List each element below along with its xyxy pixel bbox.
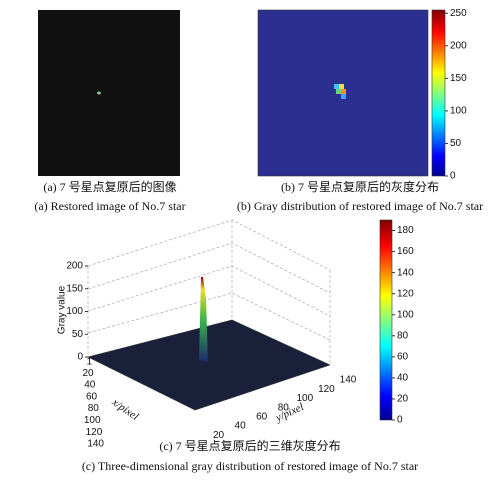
colorbar-tick-label: 100 [397, 309, 414, 320]
colorbar-tick-label: 0 [397, 415, 403, 426]
caption-cn: (b) 7 号星点复原后的灰度分布 [281, 179, 439, 194]
caption-cn: (c) 7 号星点复原后的三维灰度分布 [159, 438, 340, 453]
z-tick-label: 0 [77, 352, 83, 363]
colorbar-tick-label: 150 [450, 73, 467, 84]
restored-image [38, 10, 180, 176]
caption-cn: (a) 7 号星点复原后的图像 [43, 179, 176, 194]
y-tick-label: 20 [213, 430, 225, 441]
colorbar-tick-label: 60 [397, 351, 409, 362]
z-tick-label: 100 [66, 306, 83, 317]
colorbar-tick-label: 140 [397, 267, 414, 278]
colorbar-tick-label: 20 [397, 394, 409, 405]
z-tick-label: 200 [66, 261, 83, 272]
y-tick-label: 120 [318, 384, 335, 395]
x-tick-label: 1 [86, 357, 92, 368]
y-tick-label: 80 [278, 402, 290, 413]
x-tick-label: 20 [83, 368, 95, 379]
star-spot [97, 91, 101, 95]
peak [199, 277, 208, 362]
colorbar-tick-label: 80 [397, 330, 409, 341]
colorbar [431, 9, 446, 177]
floor-surface [87, 319, 331, 411]
y-tick-label: 140 [340, 375, 357, 386]
z-axis-label: Gray value [57, 285, 68, 334]
x-tick-label: 80 [88, 403, 100, 414]
bright-pixels [334, 84, 346, 99]
x-tick-label: 140 [87, 439, 104, 450]
z-tick-label: 50 [72, 329, 84, 340]
colorbar-tick-label: 200 [450, 40, 467, 51]
x-tick-label: 60 [86, 391, 98, 402]
colorbar-tick-label: 250 [450, 8, 467, 19]
x-tick-label: 100 [84, 415, 101, 426]
caption-en: (a) Restored image of No.7 star [34, 199, 185, 213]
caption-en: (b) Gray distribution of restored image … [237, 199, 483, 213]
colorbar-tick-label: 120 [397, 288, 414, 299]
caption-en: (c) Three-dimensional gray distribution … [82, 459, 418, 473]
colorbar-tick-label: 0 [450, 171, 456, 182]
3d-box [87, 219, 331, 365]
y-tick-label: 60 [256, 411, 268, 422]
x-tick-label: 120 [86, 427, 103, 438]
colorbar [379, 219, 393, 421]
colorbar-tick-label: 40 [397, 373, 409, 384]
y-tick-label: 40 [235, 421, 247, 432]
colorbar-tick-label: 180 [397, 225, 414, 236]
y-tick-label: 100 [296, 393, 313, 404]
x-tick-label: 40 [84, 380, 96, 391]
colorbar-tick-label: 100 [450, 106, 467, 117]
z-tick-label: 150 [66, 283, 83, 294]
x-axis-label: x/pixel [109, 396, 141, 423]
colorbar-tick-label: 50 [450, 138, 462, 149]
colorbar-tick-label: 160 [397, 246, 414, 257]
